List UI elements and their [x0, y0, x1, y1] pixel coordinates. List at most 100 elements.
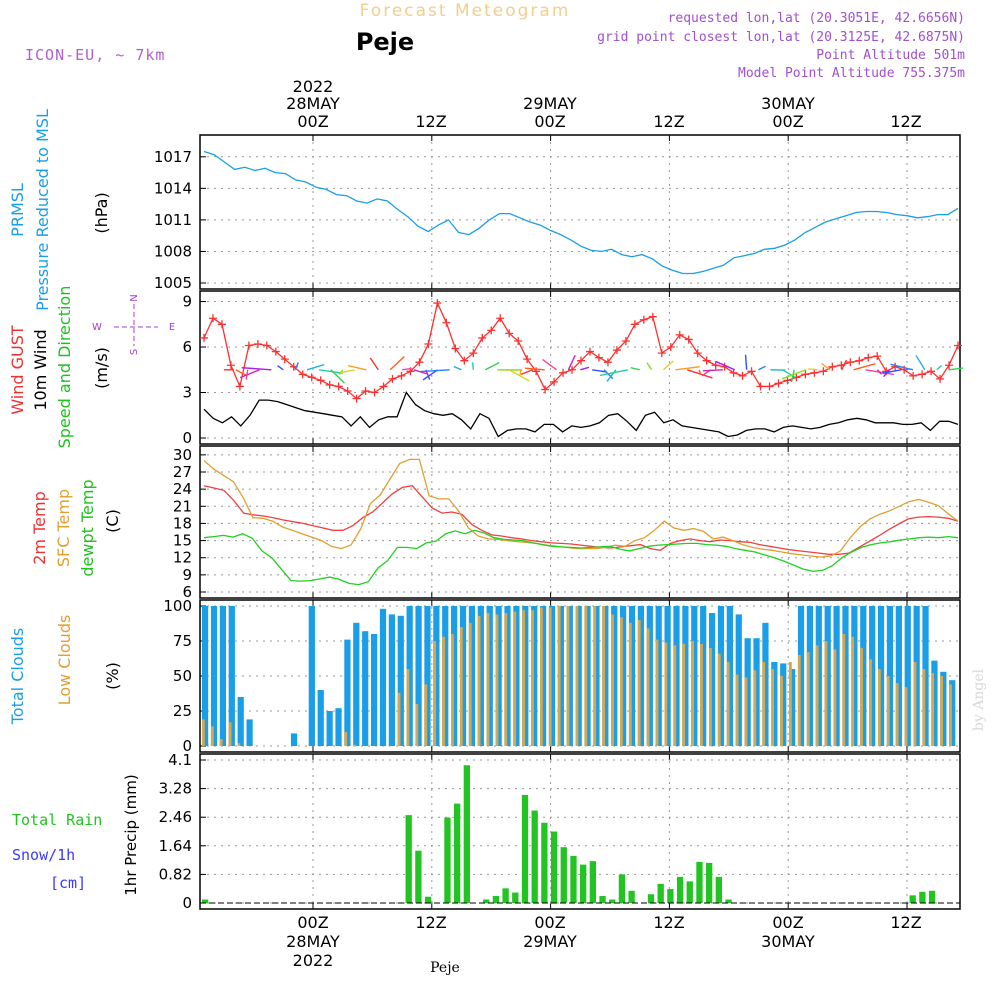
- temp-frame: [199, 445, 961, 599]
- wind-direction-arrow: [542, 358, 557, 371]
- gust-marker: [612, 346, 621, 355]
- rain-bar: [531, 810, 538, 903]
- gust-marker: [675, 330, 684, 339]
- low-cloud-bar: [584, 606, 588, 746]
- total-cloud-bar: [344, 639, 351, 746]
- dewpt-label: dewpt Temp: [78, 479, 97, 576]
- low-cloud-bar: [575, 606, 579, 746]
- gust-marker: [451, 344, 460, 353]
- gust-marker: [855, 356, 864, 365]
- gust-marker: [505, 329, 514, 338]
- credit-watermark: by Angel: [971, 668, 987, 731]
- low-cloud-bar: [815, 645, 819, 746]
- model-label: ICON-EU, ~ 7km: [25, 46, 165, 64]
- wind-ytick-label: 9: [182, 293, 192, 311]
- rain-bar: [676, 876, 684, 903]
- total-cloud-bar: [308, 606, 315, 746]
- total-cloud-bar: [317, 690, 324, 746]
- top-date-5: 30MAY: [761, 94, 815, 113]
- wind-direction-arrow: [715, 360, 736, 371]
- wind-direction-arrow: [853, 363, 876, 371]
- gust-marker: [657, 349, 666, 358]
- gust-marker: [307, 373, 316, 382]
- rain-bar: [580, 864, 587, 903]
- gust-marker: [469, 349, 478, 358]
- low-cloud-bar: [602, 606, 606, 746]
- wind-direction-arrow: [882, 369, 902, 375]
- low-cloud-bar: [895, 683, 899, 746]
- wind-panel: 0 3 6 9: [182, 290, 964, 447]
- low-cloud-bar: [708, 648, 712, 746]
- wind-direction-arrow: [520, 369, 534, 376]
- 10m-wind-line: [203, 391, 959, 438]
- temp-ytick-label: 21: [173, 497, 192, 515]
- wind-direction-arrow: [318, 369, 344, 374]
- low-cloud-bar: [539, 607, 543, 746]
- requested-coords: requested lon,lat (20.3051E, 42.6656N): [668, 11, 965, 26]
- low-cloud-bar: [940, 676, 944, 746]
- temp-ytick-label: 15: [173, 532, 192, 550]
- precip-ytick-label: 4.1: [168, 751, 192, 769]
- rain-bar: [706, 862, 713, 903]
- rain-bar: [686, 881, 693, 903]
- rain-bar: [492, 896, 500, 903]
- gust-marker: [864, 353, 873, 362]
- gust-marker: [684, 335, 693, 344]
- total-cloud-bar: [362, 631, 369, 746]
- total-cloud-bar: [673, 606, 680, 746]
- total-cloud-bar: [708, 613, 716, 746]
- low-cloud-bar: [931, 673, 935, 746]
- rain-bar: [919, 891, 926, 903]
- gust-marker: [226, 361, 235, 370]
- total-cloud-bar: [691, 606, 698, 746]
- wind-direction-arrow: [389, 356, 405, 371]
- gust-marker: [217, 320, 226, 329]
- total-cloud-bar: [806, 606, 814, 746]
- gust-marker: [792, 373, 801, 382]
- total-cloud-bar: [700, 606, 707, 746]
- temp-ytick-label: 18: [173, 514, 192, 532]
- gust-marker: [487, 326, 496, 335]
- top-tick-2: 12Z: [415, 112, 446, 131]
- total-cloud-bar: [459, 606, 467, 746]
- total-cloud-bar: [611, 606, 618, 746]
- total-cloud-bar: [842, 606, 849, 746]
- compass-east: E: [169, 322, 175, 333]
- low-cloud-bar: [219, 739, 223, 746]
- total-cloud-bar: [904, 606, 911, 746]
- total-cloud-bar: [433, 606, 440, 746]
- gust-marker: [388, 374, 397, 383]
- total-cloud-bar: [451, 606, 458, 746]
- rain-bar: [550, 831, 558, 903]
- gust-marker: [568, 365, 577, 374]
- gust-marker: [244, 341, 253, 350]
- rain-bar: [667, 889, 674, 903]
- rain-bar: [521, 794, 529, 903]
- total-cloud-bar: [531, 606, 538, 746]
- low-cloud-bar: [682, 643, 686, 746]
- model-altitude: Model Point Altitude 755.375m: [738, 66, 965, 81]
- total-cloud-bar: [815, 606, 822, 746]
- rain-bar: [696, 861, 703, 903]
- bottom-tick-6: 12Z: [890, 913, 921, 932]
- wind-direction-arrow: [675, 366, 700, 371]
- total-cloud-bar: [753, 638, 760, 746]
- total-cloud-bar: [860, 606, 867, 746]
- wind-direction-arrow: [241, 366, 272, 371]
- rain-bar: [647, 894, 655, 903]
- low-cloud-bar: [717, 653, 721, 746]
- total-cloud-bar: [664, 606, 671, 746]
- low-cloud-bar: [442, 636, 445, 746]
- top-tick-6: 12Z: [890, 112, 921, 131]
- wind-direction-arrow: [471, 362, 475, 370]
- pressure-ytick-label: 1005: [154, 274, 192, 292]
- low-cloud-bar: [237, 743, 241, 746]
- gust-marker: [442, 318, 451, 327]
- rain-bar: [405, 815, 412, 903]
- wind-direction-arrow: [524, 367, 545, 371]
- clouds-panel: 0 25 50 75 100: [163, 597, 961, 755]
- temp-ytick-label: 30: [173, 446, 192, 464]
- clouds-unit: (%): [103, 662, 122, 690]
